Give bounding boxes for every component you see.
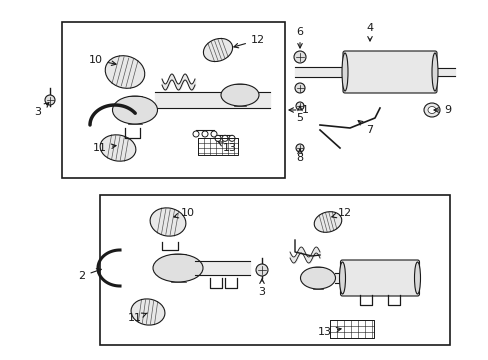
Ellipse shape — [112, 96, 157, 124]
Text: 10: 10 — [89, 55, 116, 66]
Text: 12: 12 — [233, 35, 264, 48]
Circle shape — [295, 144, 304, 152]
Circle shape — [215, 135, 221, 141]
FancyBboxPatch shape — [342, 51, 436, 93]
Ellipse shape — [153, 254, 203, 282]
Polygon shape — [334, 273, 341, 283]
Text: 11: 11 — [128, 313, 147, 323]
Circle shape — [202, 131, 207, 137]
Bar — [62, 22, 285, 178]
Circle shape — [228, 135, 235, 141]
Text: 1: 1 — [288, 105, 308, 115]
Ellipse shape — [100, 135, 136, 161]
Circle shape — [222, 135, 227, 141]
Text: 2: 2 — [78, 269, 101, 281]
Ellipse shape — [131, 299, 164, 325]
Text: 11: 11 — [93, 143, 116, 153]
Text: 13: 13 — [217, 141, 237, 153]
Ellipse shape — [300, 267, 335, 289]
Ellipse shape — [203, 39, 232, 62]
Circle shape — [193, 131, 199, 137]
Polygon shape — [434, 68, 454, 76]
Text: 8: 8 — [296, 149, 303, 163]
Text: 13: 13 — [317, 327, 340, 337]
Circle shape — [45, 95, 55, 105]
Ellipse shape — [339, 262, 345, 294]
Text: 6: 6 — [296, 27, 303, 48]
Text: 5: 5 — [296, 106, 303, 123]
Text: 10: 10 — [174, 208, 195, 218]
Ellipse shape — [427, 107, 435, 113]
Ellipse shape — [221, 84, 259, 106]
Circle shape — [293, 51, 305, 63]
Text: 3: 3 — [258, 279, 265, 297]
Text: 3: 3 — [35, 103, 49, 117]
Ellipse shape — [431, 53, 437, 91]
Text: 9: 9 — [433, 105, 450, 115]
Text: 7: 7 — [357, 121, 373, 135]
Ellipse shape — [341, 53, 347, 91]
Text: 4: 4 — [366, 23, 373, 41]
Circle shape — [210, 131, 217, 137]
Bar — [198, 138, 238, 155]
Ellipse shape — [314, 212, 341, 232]
Bar — [100, 195, 449, 345]
Bar — [329, 320, 373, 338]
Polygon shape — [195, 261, 249, 275]
Circle shape — [294, 83, 305, 93]
Ellipse shape — [105, 56, 144, 88]
Ellipse shape — [150, 208, 185, 236]
Polygon shape — [155, 92, 269, 108]
Text: 12: 12 — [331, 208, 351, 218]
Ellipse shape — [423, 103, 439, 117]
FancyBboxPatch shape — [340, 260, 419, 296]
Circle shape — [256, 264, 267, 276]
Polygon shape — [294, 67, 345, 77]
Circle shape — [295, 102, 304, 110]
Ellipse shape — [414, 262, 420, 294]
